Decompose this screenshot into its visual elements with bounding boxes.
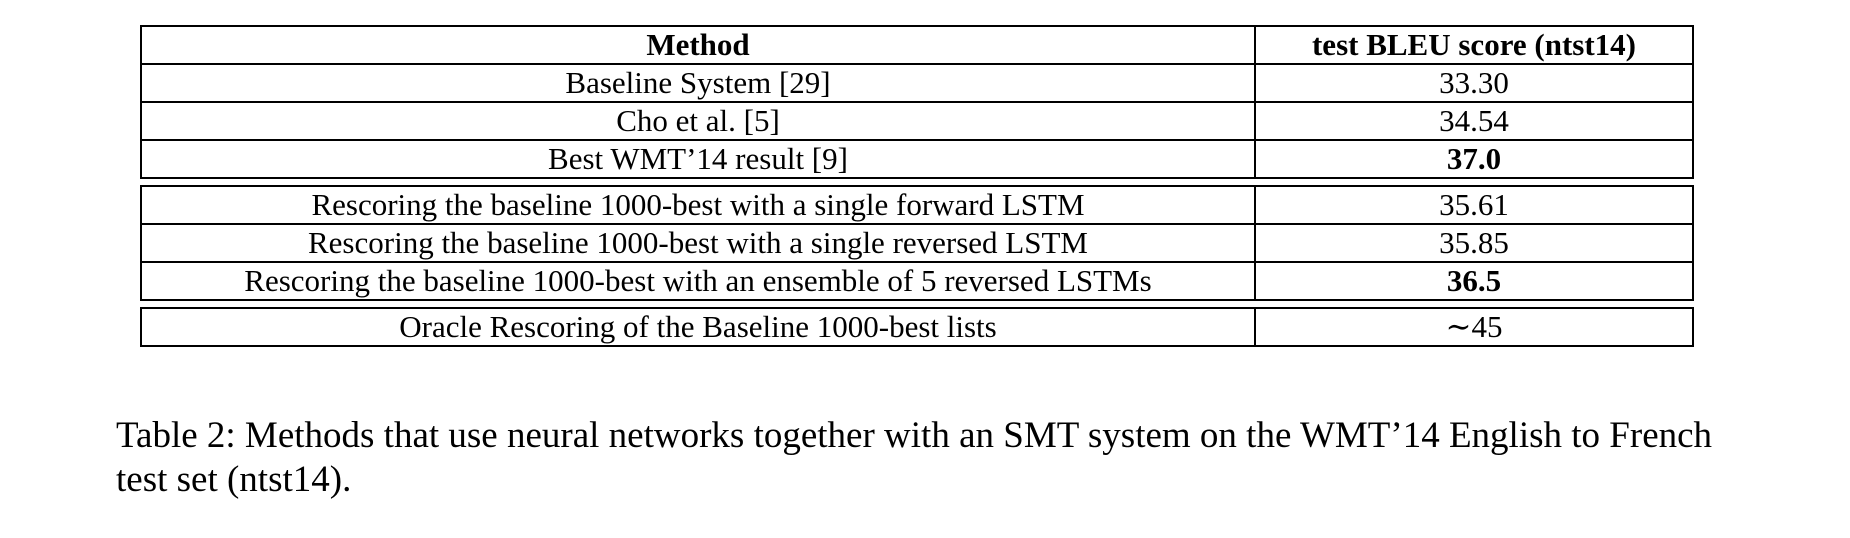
method-cell: Rescoring the baseline 1000-best with an… <box>140 261 1256 301</box>
method-cell: Baseline System [29] <box>140 63 1256 103</box>
table-row: Rescoring the baseline 1000-best with an… <box>140 261 1694 301</box>
table-row: Rescoring the baseline 1000-best with a … <box>140 223 1694 263</box>
header-method: Method <box>140 25 1256 65</box>
score-cell: 35.61 <box>1254 185 1694 225</box>
header-score: test BLEU score (ntst14) <box>1254 25 1694 65</box>
table-row: Rescoring the baseline 1000-best with a … <box>140 185 1694 225</box>
method-cell: Best WMT’14 result [9] <box>140 139 1256 179</box>
group-separator <box>141 177 1693 187</box>
results-table: Method test BLEU score (ntst14) Baseline… <box>140 25 1694 347</box>
separator-cell <box>141 299 1693 309</box>
table-header-row: Method test BLEU score (ntst14) <box>140 25 1694 65</box>
method-cell: Cho et al. [5] <box>140 101 1256 141</box>
table-row: Oracle Rescoring of the Baseline 1000-be… <box>140 307 1694 347</box>
table-row: Best WMT’14 result [9] 37.0 <box>140 139 1694 179</box>
method-cell: Rescoring the baseline 1000-best with a … <box>140 185 1256 225</box>
results-table-container: Method test BLEU score (ntst14) Baseline… <box>140 25 1694 347</box>
score-cell-best: 37.0 <box>1254 139 1694 179</box>
group-separator <box>141 299 1693 309</box>
method-cell: Oracle Rescoring of the Baseline 1000-be… <box>140 307 1256 347</box>
table-row: Cho et al. [5] 34.54 <box>140 101 1694 141</box>
separator-cell <box>141 177 1693 187</box>
method-cell: Rescoring the baseline 1000-best with a … <box>140 223 1256 263</box>
score-cell: 35.85 <box>1254 223 1694 263</box>
score-cell-best: 36.5 <box>1254 261 1694 301</box>
score-cell: 33.30 <box>1254 63 1694 103</box>
table-caption: Table 2: Methods that use neural network… <box>116 415 1713 500</box>
score-cell: ∼45 <box>1254 307 1694 347</box>
score-cell: 34.54 <box>1254 101 1694 141</box>
table-row: Baseline System [29] 33.30 <box>140 63 1694 103</box>
